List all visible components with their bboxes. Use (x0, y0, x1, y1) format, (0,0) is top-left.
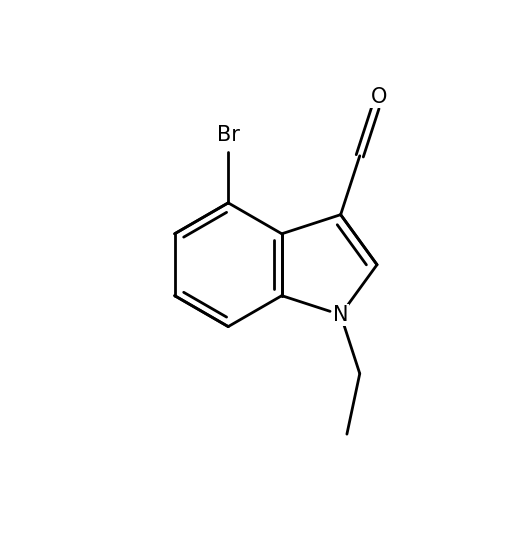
Text: N: N (333, 305, 348, 325)
Text: O: O (371, 87, 387, 107)
Text: Br: Br (217, 125, 239, 145)
